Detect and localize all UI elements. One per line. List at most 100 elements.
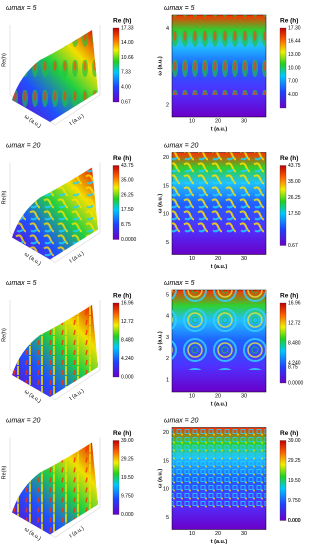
colorbar-tick-label: 26.25: [288, 195, 301, 201]
colorbar-tick-label: 4.00: [288, 92, 298, 98]
colorbar-tick-label: 0.000: [121, 374, 134, 380]
x-tick-label: 10: [189, 393, 195, 399]
y-axis-label: ω (a.u.): [157, 331, 163, 350]
y-axis-label: ω (a.u.): [23, 389, 42, 405]
y-axis-label: ω (a.u.): [157, 469, 163, 488]
y-tick-label: 2: [166, 356, 169, 362]
heatmap-texture: [172, 427, 266, 508]
x-tick-label: 20: [215, 118, 221, 124]
colorbar-tick-label: 39.00: [288, 438, 301, 444]
colorbar-tick-label: 29.25: [288, 458, 301, 464]
panel-row: ωmax = 5 Re(h) ω (a.u.) t (a.u.) ωmax = 5 10 2…: [1, 5, 300, 133]
colorbar: [279, 302, 287, 384]
colorbar-tick-label: 16.96: [288, 300, 301, 306]
colorbar-title: Re (h): [113, 155, 131, 162]
x-tick-label: 30: [241, 256, 247, 262]
colorbar-tick-label: 0.0000: [288, 380, 304, 386]
x-tick-label: 30: [241, 393, 247, 399]
colorbar-tick-label: 9.750: [121, 493, 134, 499]
colorbar-tick-label: 7.33: [121, 70, 131, 76]
colorbar-tick-label: 10.00: [288, 65, 301, 71]
colorbar-tick-label: 0.0000: [121, 237, 137, 243]
axes-box: [9, 25, 101, 126]
panel-label: ωmax = 5: [6, 5, 37, 12]
y-tick-label: 20: [163, 155, 169, 161]
colorbar-tick-label: 0.000: [288, 518, 301, 524]
colorbar: [279, 27, 287, 109]
x-axis-label: t (a.u.): [211, 401, 228, 407]
z-axis-label: Re(h): [1, 190, 7, 204]
heatmap-texture: [172, 290, 266, 370]
colorbar: [279, 165, 287, 246]
colorbar-tick-label: 4.240: [121, 356, 134, 362]
y-tick-label: 1: [166, 377, 169, 383]
y-tick-label: 4: [166, 314, 169, 320]
colorbar-tick-label: 17.33: [121, 25, 134, 31]
y-tick-label: 5: [166, 292, 169, 298]
x-tick-label: 10: [189, 256, 195, 262]
panel-label: ωmax = 20: [6, 142, 41, 149]
y-tick-label: 15: [163, 458, 169, 464]
colorbar: [112, 165, 120, 240]
axes-box: [9, 162, 101, 263]
y-tick-label: 20: [163, 430, 169, 436]
y-tick-label: 10: [163, 487, 169, 493]
panel-row: ωmax = 20 Re(h) ω (a.u.) t (a.u.) ωmax = 20 1…: [1, 142, 300, 270]
panel-row: ωmax = 20 Re(h) ω (a.u.) t (a.u.) ωmax = 20 1…: [1, 417, 300, 545]
colorbar-tick-label: 35.00: [121, 178, 134, 184]
y-tick-label: 15: [163, 183, 169, 189]
colorbar-tick-label: 0.67: [288, 243, 298, 249]
x-axis-label: t (a.u.): [69, 113, 86, 127]
figure: ωmax = 5 Re(h) ω (a.u.) t (a.u.) ωmax = 5 10 2…: [1, 5, 303, 545]
surface-texture: [12, 30, 98, 122]
x-tick-label: 20: [215, 256, 221, 262]
x-axis-label: t (a.u.): [69, 388, 86, 402]
colorbar-tick-label: 26.25: [121, 192, 134, 198]
y-tick-label: 5: [166, 240, 169, 246]
colorbar-tick-label: 4.240: [288, 360, 301, 366]
panel-label: ωmax = 20: [164, 417, 199, 424]
colorbar-tick-label: 10.66: [121, 55, 134, 61]
x-axis-label: t (a.u.): [69, 526, 86, 540]
x-tick-label: 30: [241, 118, 247, 124]
colorbar-tick-label: 8.480: [121, 337, 134, 343]
y-tick-label: 4: [166, 26, 169, 32]
y-axis-label: ω (a.u.): [23, 526, 42, 542]
panel-label: ωmax = 20: [6, 417, 41, 424]
z-axis-label: Re(h): [1, 328, 7, 342]
x-tick-label: 30: [241, 531, 247, 537]
colorbar-tick-label: 43.75: [288, 163, 301, 169]
x-axis-label: t (a.u.): [211, 539, 228, 545]
colorbar-tick-label: 7.00: [288, 79, 298, 85]
colorbar-tick-label: 12.72: [288, 320, 301, 326]
colorbar-tick-label: 9.750: [288, 498, 301, 504]
heatmap-texture: [172, 152, 266, 233]
colorbar: [112, 27, 120, 103]
panel-row: ωmax = 5 Re(h) ω (a.u.) t (a.u.) ωmax = 5 10 2…: [1, 280, 303, 408]
y-axis-label: ω (a.u.): [157, 56, 163, 75]
colorbar-tick-label: 16.44: [288, 39, 301, 45]
x-tick-label: 20: [215, 531, 221, 537]
colorbar-tick-label: 19.50: [288, 478, 301, 484]
y-axis-label: ω (a.u.): [157, 194, 163, 213]
panel-label: ωmax = 5: [164, 280, 195, 287]
surface-texture: [12, 305, 98, 397]
z-axis-label: Re(h): [1, 465, 7, 479]
colorbar-tick-label: 17.50: [121, 207, 134, 213]
x-tick-label: 10: [189, 118, 195, 124]
panel-label: ωmax = 5: [6, 280, 37, 287]
z-axis-label: Re(h): [1, 53, 7, 67]
surface-texture: [12, 442, 98, 535]
axes-box: [9, 437, 101, 538]
colorbar-tick-label: 39.00: [121, 438, 134, 444]
y-tick-label: 2: [166, 102, 169, 108]
panel-label: ωmax = 20: [164, 142, 199, 149]
colorbar-tick-label: 17.30: [288, 25, 301, 31]
colorbar-tick-label: 0.000: [121, 512, 134, 518]
colorbar-tick-label: 35.00: [288, 179, 301, 185]
panel-label: ωmax = 5: [164, 5, 195, 12]
colorbar-tick-label: 8.480: [288, 340, 301, 346]
colorbar-tick-label: 43.75: [121, 163, 134, 169]
x-axis-label: t (a.u.): [69, 251, 86, 265]
colorbar-tick-label: 29.25: [121, 456, 134, 462]
